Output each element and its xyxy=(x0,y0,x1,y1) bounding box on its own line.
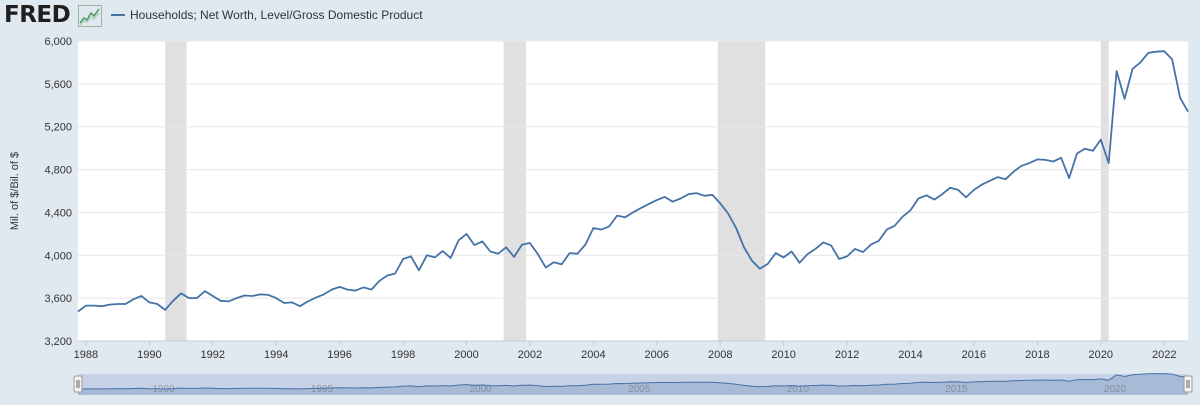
navigator-handle-left[interactable] xyxy=(73,375,83,393)
x-tick-label: 2016 xyxy=(962,349,986,361)
navigator-tick-label: 1995 xyxy=(311,384,334,395)
y-axis-labels: 3,200 3,600 4,000 4,400 4,800 5,200 5,600 6,000 xyxy=(44,36,72,348)
navigator-series-line xyxy=(77,373,1189,390)
navigator[interactable]: 1990199520002005201020152020 xyxy=(73,373,1193,395)
x-tick-label: 2006 xyxy=(645,349,669,361)
navigator-handle-body xyxy=(73,375,83,393)
x-tick-label: 2014 xyxy=(898,349,922,361)
fred-graph-icon xyxy=(78,5,102,27)
recession-band xyxy=(1100,41,1109,341)
x-tick-label: 2022 xyxy=(1152,349,1176,361)
x-tick-label: 2000 xyxy=(454,349,478,361)
navigator-handle-right[interactable] xyxy=(1183,375,1193,393)
x-tick-label: 1992 xyxy=(201,349,225,361)
y-tick-label: 6,000 xyxy=(44,36,72,48)
y-axis-title: Mil. of $/Bil. of $ xyxy=(9,152,21,230)
navigator-handle-body xyxy=(1183,375,1193,393)
x-tick-label: 2020 xyxy=(1089,349,1113,361)
y-tick-label: 4,800 xyxy=(44,165,72,177)
navigator-background xyxy=(78,374,1188,395)
navigator-series-area xyxy=(78,373,1188,395)
y-tick-label: 3,600 xyxy=(44,293,72,305)
y-tick-label: 5,200 xyxy=(44,122,72,134)
legend-label: Households; Net Worth, Level/Gross Domes… xyxy=(130,8,423,22)
chart-header: FRED Households; Net Worth, Level/Gross … xyxy=(0,0,1200,34)
x-tick-label: 1996 xyxy=(327,349,351,361)
fred-logo[interactable]: FRED xyxy=(4,2,71,28)
recession-band xyxy=(165,41,187,341)
x-tick-label: 2002 xyxy=(518,349,542,361)
recession-band xyxy=(503,41,527,341)
x-tick-label: 1988 xyxy=(74,349,98,361)
y-tick-label: 3,200 xyxy=(44,336,72,348)
navigator-tick-label: 2010 xyxy=(787,384,810,395)
x-tick-label: 2008 xyxy=(708,349,732,361)
y-tick-label: 4,400 xyxy=(44,207,72,219)
x-tick-label: 1994 xyxy=(264,349,288,361)
x-tick-label: 2012 xyxy=(835,349,859,361)
navigator-tick-label: 2015 xyxy=(945,384,968,395)
x-tick-label: 2018 xyxy=(1025,349,1049,361)
y-tick-label: 4,000 xyxy=(44,250,72,262)
recession-band xyxy=(717,41,766,341)
plot-background xyxy=(78,41,1188,341)
y-tick-label: 5,600 xyxy=(44,79,72,91)
x-tick-label: 1998 xyxy=(391,349,415,361)
recession-bands xyxy=(165,41,1109,341)
x-tick-label: 2010 xyxy=(771,349,795,361)
navigator-tick-label: 2000 xyxy=(470,384,493,395)
legend[interactable]: Households; Net Worth, Level/Gross Domes… xyxy=(111,8,423,22)
x-axis: 1988 1990 1992 1994 1996 1998 2000 2002 2004 2006… xyxy=(74,340,1188,361)
series-line[interactable] xyxy=(77,50,1189,313)
x-tick-label: 2004 xyxy=(581,349,605,361)
x-tick-label: 1990 xyxy=(137,349,161,361)
navigator-tick-label: 2020 xyxy=(1104,384,1127,395)
legend-swatch xyxy=(111,14,125,16)
